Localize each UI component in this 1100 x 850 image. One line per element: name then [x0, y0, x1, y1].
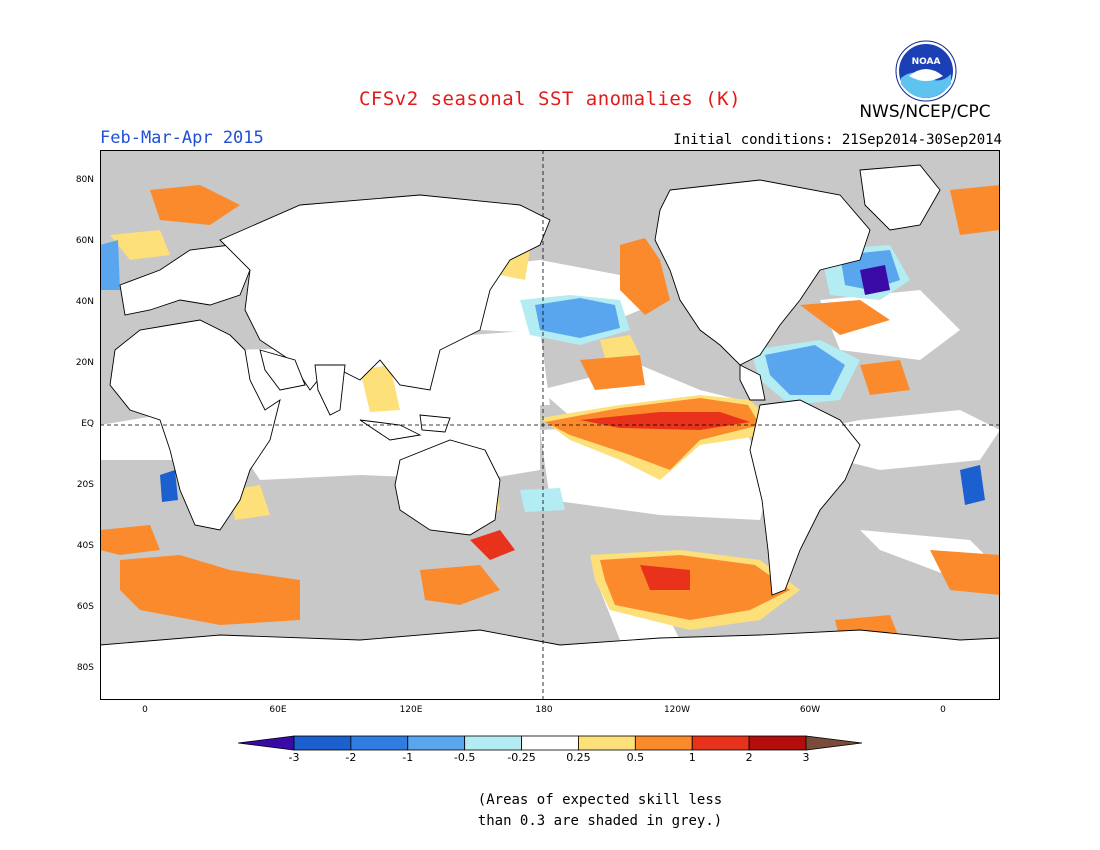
lon-label-180: 180 — [535, 705, 553, 715]
colorbar-segment — [521, 735, 579, 751]
colorbar-tick-label: -1 — [402, 751, 414, 764]
lat-label-20n: 20N — [75, 358, 94, 368]
lat-label-60s: 60S — [76, 602, 94, 612]
colorbar-tick-label: -0.25 — [507, 751, 536, 764]
antarctica-landmass — [100, 629, 1000, 700]
lon-label-0-east: 0 — [940, 705, 946, 715]
skill-note: (Areas of expected skill less than 0.3 a… — [450, 790, 750, 832]
colorbar-tick-label: -0.5 — [453, 751, 476, 764]
lat-label-20s: 20S — [76, 480, 94, 490]
initial-conditions: Initial conditions: 21Sep2014-30Sep2014 — [673, 132, 1002, 148]
colorbar-segment — [691, 735, 750, 751]
noaa-logo: NOAA — [895, 40, 957, 102]
south-america-landmass — [749, 399, 861, 596]
colorbar-tick-label: -2 — [345, 751, 357, 764]
colorbar-arrow-high — [805, 735, 862, 751]
colorbar-segment — [634, 735, 693, 751]
colorbar-tick-label: 0.25 — [566, 751, 591, 764]
chart-title: CFSv2 seasonal SST anomalies (K) — [358, 88, 742, 110]
colorbar-segment — [748, 735, 807, 751]
map-gridlines — [100, 150, 1000, 700]
land-masses — [100, 164, 1000, 700]
europe-landmass — [119, 244, 251, 316]
australia-landmass — [394, 439, 501, 536]
colorbar-tick-label: 1 — [688, 751, 696, 764]
agency-label: NWS/NCEP/CPC — [859, 102, 991, 122]
lon-label-60e: 60E — [269, 705, 287, 715]
colorbar-tick-label: -3 — [288, 751, 300, 764]
skill-note-line2: than 0.3 are shaded in grey.) — [477, 813, 723, 829]
lat-label-40s: 40S — [76, 541, 94, 551]
lat-label-80n: 80N — [75, 175, 94, 185]
asia-landmass — [219, 194, 551, 391]
colorbar-tick-label: 2 — [745, 751, 753, 764]
colorbar-segment — [464, 735, 522, 751]
colorbar — [238, 735, 862, 751]
lon-label-0: 0 — [142, 705, 148, 715]
sst-anomaly-map — [100, 150, 1000, 700]
north-america-landmass — [654, 179, 871, 366]
lon-label-60w: 60W — [799, 705, 821, 715]
colorbar-tick-label: 0.5 — [626, 751, 645, 764]
skill-note-line1: (Areas of expected skill less — [477, 792, 723, 808]
lat-label-eq: EQ — [81, 419, 94, 429]
colorbar-segment — [407, 735, 466, 751]
greenland-landmass — [859, 164, 941, 231]
forecast-period: Feb-Mar-Apr 2015 — [100, 128, 264, 148]
lat-label-80s: 80S — [76, 663, 94, 673]
lon-label-120w: 120W — [663, 705, 691, 715]
colorbar-segment — [578, 735, 636, 751]
colorbar-tick-label: 3 — [802, 751, 810, 764]
colorbar-segment — [350, 735, 409, 751]
logo-text: NOAA — [912, 57, 941, 67]
lat-label-40n: 40N — [75, 297, 94, 307]
colorbar-arrow-low — [238, 735, 295, 751]
lon-label-120e: 120E — [399, 705, 423, 715]
lat-label-60n: 60N — [75, 236, 94, 246]
colorbar-segment — [293, 735, 352, 751]
